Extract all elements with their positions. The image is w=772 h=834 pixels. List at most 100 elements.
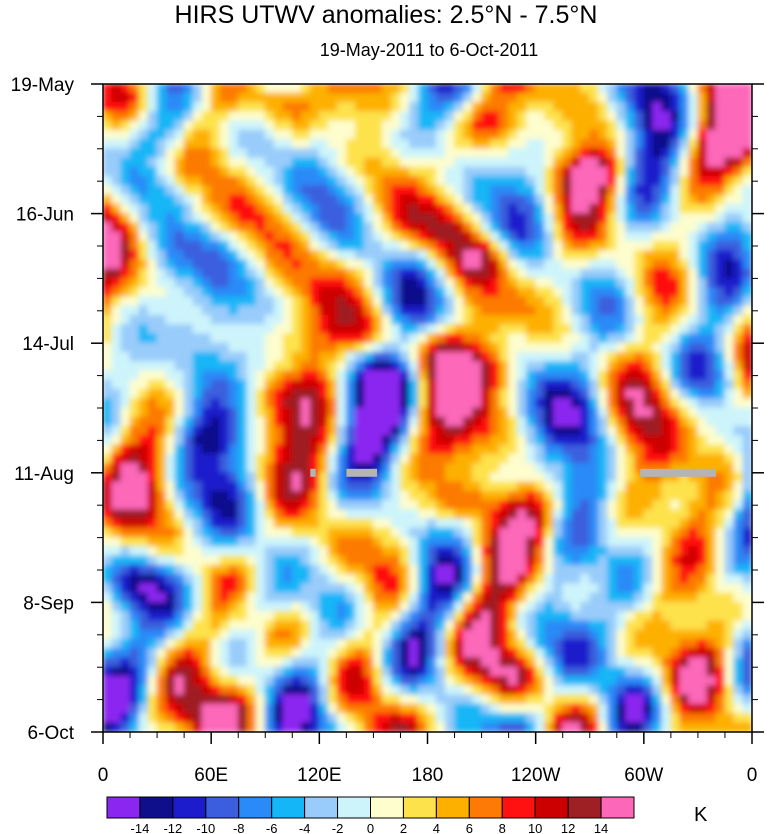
field-cell: [103, 379, 113, 390]
field-cell: [174, 333, 185, 344]
field-cell: [156, 546, 167, 557]
field-cell: [697, 463, 708, 474]
field-cell: [219, 574, 230, 585]
field-cell: [192, 379, 203, 390]
field-cell: [670, 407, 681, 418]
field-cell: [580, 213, 591, 224]
field-cell: [111, 324, 122, 335]
field-cell: [282, 657, 293, 668]
field-cell: [742, 592, 752, 603]
field-cell: [571, 84, 582, 94]
field-cell: [237, 629, 248, 640]
field-cell: [165, 463, 176, 474]
field-cell: [715, 333, 726, 344]
field-cell: [661, 398, 672, 409]
field-cell: [454, 638, 465, 650]
field-cell: [372, 509, 383, 520]
field-cell: [381, 685, 392, 696]
field-cell: [490, 111, 501, 122]
field-cell: [399, 685, 410, 696]
field-cell: [192, 527, 203, 539]
field-cell: [192, 537, 203, 548]
field-cell: [535, 592, 546, 603]
field-cell: [679, 592, 690, 603]
field-cell: [147, 277, 158, 289]
field-cell: [183, 509, 194, 520]
field-cell: [103, 416, 113, 428]
field-cell: [706, 92, 717, 104]
field-cell: [733, 139, 744, 150]
field-cell: [733, 92, 744, 104]
field-cell: [174, 361, 185, 372]
field-cell: [103, 546, 113, 557]
field-cell: [553, 333, 564, 344]
field-cell: [472, 213, 483, 224]
field-cell: [345, 84, 356, 94]
field-cell: [291, 388, 302, 400]
field-cell: [724, 287, 735, 298]
field-cell: [454, 472, 465, 483]
field-cell: [156, 518, 167, 529]
field-cell: [517, 555, 528, 566]
field-cell: [742, 453, 752, 465]
field-cell: [697, 592, 708, 603]
field-cell: [129, 176, 140, 187]
field-cell: [174, 712, 185, 724]
field-cell: [499, 657, 510, 668]
field-cell: [688, 555, 699, 566]
field-cell: [481, 472, 492, 483]
field-cell: [670, 518, 681, 529]
field-cell: [147, 629, 158, 640]
field-cell: [607, 546, 618, 557]
field-cell: [174, 277, 185, 289]
field-cell: [120, 509, 131, 520]
field-cell: [490, 277, 501, 289]
field-cell: [246, 611, 257, 622]
field-cell: [192, 703, 203, 714]
field-cell: [427, 546, 438, 557]
field-cell: [201, 537, 212, 548]
field-cell: [354, 398, 365, 409]
field-cell: [138, 361, 149, 372]
field-cell: [481, 84, 492, 94]
field-cell: [706, 407, 717, 418]
field-cell: [219, 102, 230, 113]
field-cell: [445, 166, 456, 178]
field-cell: [517, 139, 528, 150]
field-cell: [724, 388, 735, 400]
field-cell: [129, 638, 140, 650]
field-cell: [571, 250, 582, 261]
field-cell: [147, 129, 158, 141]
field-cell: [147, 222, 158, 233]
field-cell: [120, 453, 131, 465]
field-cell: [354, 444, 365, 455]
field-cell: [445, 259, 456, 270]
field-cell: [445, 250, 456, 261]
field-cell: [147, 111, 158, 122]
field-cell: [417, 333, 428, 344]
field-cell: [210, 537, 221, 548]
field-cell: [174, 555, 185, 566]
field-cell: [544, 342, 555, 353]
field-cell: [111, 222, 122, 233]
field-cell: [706, 648, 717, 659]
field-cell: [526, 648, 537, 659]
field-cell: [246, 444, 257, 455]
field-cell: [210, 685, 221, 696]
field-cell: [490, 296, 501, 307]
field-cell: [706, 666, 717, 677]
field-cell: [643, 194, 654, 205]
field-cell: [634, 694, 645, 705]
field-cell: [697, 203, 708, 215]
field-cell: [634, 463, 645, 474]
field-cell: [354, 148, 365, 159]
field-cell: [517, 148, 528, 159]
field-cell: [111, 287, 122, 298]
field-cell: [336, 231, 347, 242]
field-cell: [562, 370, 573, 381]
field-cell: [390, 500, 401, 511]
field-cell: [634, 157, 645, 168]
field-cell: [381, 481, 392, 492]
field-cell: [706, 388, 717, 400]
field-cell: [219, 92, 230, 104]
